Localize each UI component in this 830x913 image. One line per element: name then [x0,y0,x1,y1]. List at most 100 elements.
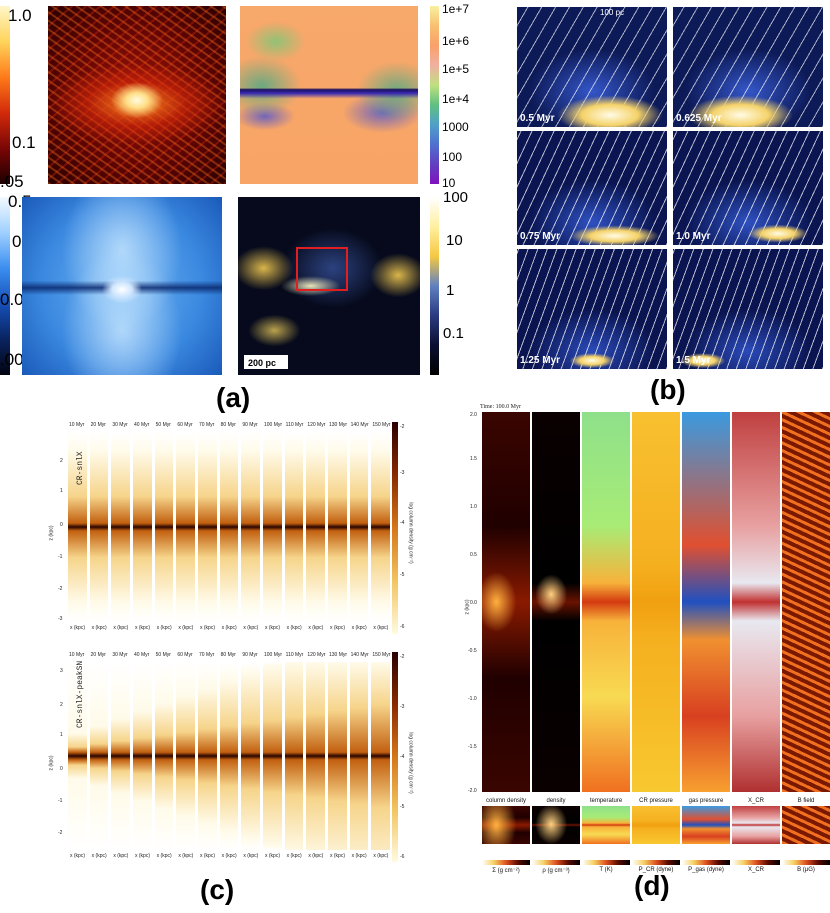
xlabel-bottom-3: x (kpc) [135,853,150,859]
xlabel-bottom-9: x (kpc) [265,853,280,859]
panel-a: 1.0 0.1 .05 0.5 0.1 0.01 .001 1e+7 1e+6 … [0,0,469,420]
tick-a-rb-3: 0.1 [443,325,464,342]
run-label-top: CR-snlX [76,451,85,485]
cbar-c-top-tick-0: -2 [400,424,405,430]
xlabel-top-2: x (kpc) [113,625,129,631]
time-label-top-11: 120 Myr [307,422,326,428]
xlabel-top-1: x (kpc) [91,625,107,631]
colorbar-d-0 [482,860,530,865]
scale-bar-label: 200 pc [248,358,277,368]
column-name-3: CR pressure [639,798,673,804]
strip-bottom-13 [349,662,369,850]
ytick-d-8: -2.0 [468,788,477,794]
strip-bottom-5 [176,662,195,850]
frame-b-2: 0.75 Myr [516,130,668,246]
strip-bottom-12 [328,662,347,850]
column-name-2: temperature [589,798,623,804]
panel-c-top-group: 10 Myr x (kpc) 20 Myr x (kpc) 30 Myr x (kpc) 4… [68,422,390,634]
ytick-c-top-5: -3 [58,616,63,622]
tick-a-rt-4: 1000 [442,120,469,134]
xlabel-top-9: x (kpc) [265,625,280,631]
strip-bottom-1 [89,662,109,850]
time-label-bottom-8: 90 Myr [242,652,258,658]
xlabel-top-6: x (kpc) [200,625,215,631]
strip-top-13 [349,432,369,622]
cbar-c-top-tick-4: -6 [400,624,405,630]
time-label-bottom-14: 150 Myr [372,652,391,658]
column-name-0: column density [485,798,527,804]
time-label-bottom-11: 120 Myr [307,652,326,658]
ylabel-c-top: z (kpc) [48,525,55,541]
tick-a-rt-6: 10 [442,176,456,190]
zoom-4 [682,806,730,844]
column-2 [582,412,630,792]
xlabel-top-11: x (kpc) [308,625,324,631]
panel-b: 0.5 Myr 0.625 Myr 100 pc 0.75 Myr 1.0 My… [512,2,830,412]
frame-b-scale-label: 100 pc [600,8,625,17]
xlabel-top-0: x (kpc) [70,625,85,631]
xlabel-bottom-4: x (kpc) [156,853,172,859]
column-3 [632,412,680,792]
panel-d-columns [482,412,830,792]
ytick-c-bot-2: 1 [60,732,63,738]
time-label-top-13: 140 Myr [350,422,369,428]
colorbar-c-top [392,422,398,634]
xlabel-bottom-14: x (kpc) [373,853,389,859]
colorbar-a-left-top [0,6,10,184]
xlabel-bottom-2: x (kpc) [113,853,129,859]
zoom-box [296,247,348,291]
panel-c-bottom-group: 10 Myr x (kpc) 20 Myr x (kpc) 30 Myr x (kpc) 4… [68,652,390,862]
xlabel-bottom-0: x (kpc) [70,853,85,859]
ylabel-c-bottom: z (kpc) [48,755,55,771]
cbar-label-c-bottom: log column density (g cm⁻²) [407,732,414,794]
tick-a-rt-1: 1e+6 [442,34,470,48]
frame-b-0: 0.5 Myr [516,6,668,128]
column-name-4: gas pressure [688,798,724,804]
ytick-c-top-4: -2 [58,586,63,592]
frame-b-1: 0.625 Myr [672,6,824,128]
unit-d-2: T (K) [599,867,613,873]
cbar-c-bot-tick-1: -3 [400,704,405,710]
cbar-c-bot-tick-3: -5 [400,804,405,810]
unit-d-3: P_CR (dyne) [638,867,674,873]
time-label-top-14: 150 Myr [372,422,391,428]
strip-top-4 [154,432,174,622]
ytick-d-6: -1.0 [468,696,477,702]
xlabel-bottom-13: x (kpc) [351,853,367,859]
strip-bottom-0 [68,662,87,850]
ytick-c-top-0: 2 [60,458,63,464]
xlabel-bottom-8: x (kpc) [243,853,259,859]
xlabel-top-5: x (kpc) [178,625,194,631]
column-6 [782,412,830,792]
panel-d-zoom-row: column density density temperature CR press… [482,798,830,846]
tick-a-rb-0: 100 [443,189,469,206]
cbar-c-top-tick-3: -5 [400,572,405,578]
column-name-6: B field [797,798,815,804]
frame-b-5-time: 1.5 Myr [676,355,711,366]
unit-d-5: X_CR [747,867,764,873]
colorbar-c-bottom [392,652,398,862]
cbar-c-top-tick-2: -4 [400,520,405,526]
column-0 [482,412,530,792]
panel-d: Time: 100.0 Myr z (kpc) 2.0 1.5 1.0 0.5 … [460,404,830,913]
tick-a-lt-2: .05 [0,172,24,191]
label-c: (c) [200,874,235,905]
ytick-d-3: 0.5 [470,552,477,558]
strip-bottom-4 [154,662,174,850]
time-label-bottom-9: 100 Myr [264,652,283,658]
cbar-label-c-top: log column density (g cm⁻²) [407,502,414,564]
time-label-d: Time: 100.0 Myr [480,404,521,410]
ytick-c-top-1: 1 [60,488,63,494]
colorbar-a-right-top [430,6,439,184]
colorbar-d-6 [782,860,830,865]
time-label-bottom-0: 10 Myr [69,652,85,658]
frame-b-0-time: 0.5 Myr [520,113,555,124]
xlabel-bottom-12: x (kpc) [330,853,345,859]
frame-b-3: 1.0 Myr [672,130,824,246]
time-label-bottom-3: 40 Myr [134,652,150,658]
xlabel-bottom-11: x (kpc) [308,853,324,859]
xlabel-top-14: x (kpc) [373,625,389,631]
frame-b-3-time: 1.0 Myr [676,231,711,242]
strip-top-14 [371,432,390,622]
strip-top-6 [198,432,217,622]
